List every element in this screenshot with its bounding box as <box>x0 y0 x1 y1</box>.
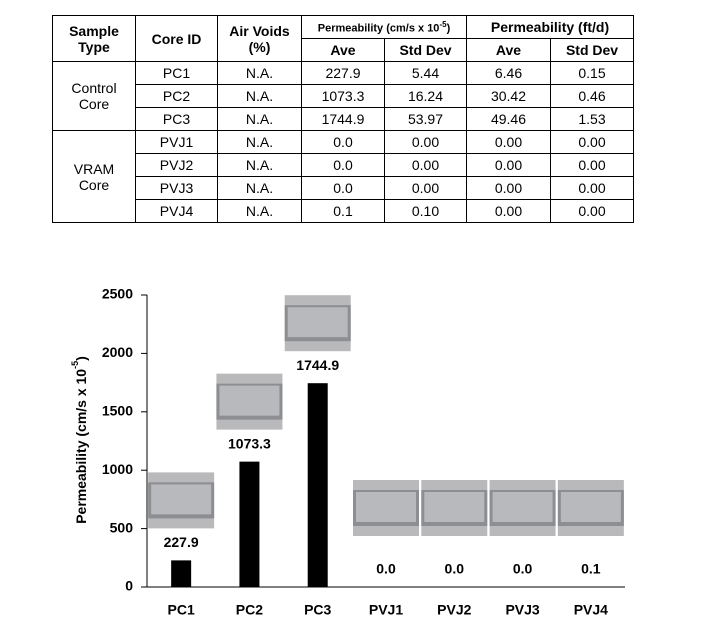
y-tick-label: 500 <box>110 519 134 535</box>
table-cell: PC1 <box>135 61 218 85</box>
header-sup: -5 <box>439 19 447 29</box>
sample-photo-texture <box>560 492 621 522</box>
data-label: 0.0 <box>376 561 396 577</box>
table-cell: 16.24 <box>384 84 467 108</box>
y-label-sup: -5 <box>70 361 80 369</box>
table-row: Control Core PC1 N.A. 227.9 5.44 6.46 0.15 <box>52 61 634 131</box>
header-cell: Sample Type <box>52 15 136 62</box>
y-tick-label: 2000 <box>102 344 133 360</box>
header-cell: Air Voids (%) <box>217 15 302 62</box>
data-table: Sample Type Core ID Air Voids (%) Permea… <box>52 15 634 223</box>
sample-photo-texture <box>287 307 348 338</box>
y-tick-label: 1000 <box>102 461 133 477</box>
data-label: 1744.9 <box>296 357 339 373</box>
data-label: 1073.3 <box>228 435 271 451</box>
y-label-text: ) <box>73 356 89 361</box>
y-tick-label: 1500 <box>102 403 133 419</box>
y-axis-label: Permeability (cm/s x 10-5) <box>70 356 88 524</box>
header-row: Sample Type Core ID Air Voids (%) Permea… <box>52 15 634 62</box>
table-cell: 0.00 <box>550 130 634 154</box>
x-tick-label: PVJ1 <box>369 602 403 618</box>
table-cell: 0.00 <box>384 130 467 154</box>
bar <box>171 560 192 587</box>
table-body: Sample Type Core ID Air Voids (%) Permea… <box>52 15 634 223</box>
table-cell: 0.00 <box>550 153 634 177</box>
table-cell: PC2 <box>135 84 218 108</box>
table-row: PC3 N.A. 1744.9 53.97 49.46 1.53 <box>53 107 634 131</box>
x-tick-label: PVJ2 <box>437 602 471 618</box>
table-cell: N.A. <box>217 130 302 154</box>
x-tick-label: PC2 <box>236 602 263 618</box>
table-cell: 227.9 <box>301 61 385 85</box>
x-tick-label: PVJ4 <box>574 602 608 618</box>
y-tick-label: 2500 <box>102 286 133 302</box>
table-cell: 0.0 <box>301 176 385 200</box>
table-row: VRAM Core PVJ1 N.A. 0.0 0.00 0.00 0.00 <box>52 130 634 223</box>
table-cell: N.A. <box>217 153 302 177</box>
table-cell: 0.0 <box>301 153 385 177</box>
group-cell: Control Core <box>52 61 136 131</box>
x-tick-label: PC1 <box>168 602 195 618</box>
table-cell: 0.00 <box>550 199 634 223</box>
table-cell: N.A. <box>217 107 302 131</box>
header-text: ) <box>446 22 451 35</box>
table-cell: 0.00 <box>466 199 551 223</box>
table-cell: 0.1 <box>301 199 385 223</box>
data-label: 0.1 <box>581 561 601 577</box>
x-tick-label: PVJ3 <box>505 602 539 618</box>
table-row: PVJ4 N.A. 0.1 0.10 0.00 0.00 <box>53 199 634 223</box>
sample-photo-texture <box>151 484 212 515</box>
header-cell: Permeability (cm/s x 10-5) <box>301 15 467 39</box>
table-cell: 0.10 <box>384 199 467 223</box>
bar <box>239 461 260 587</box>
table-cell: 0.00 <box>466 176 551 200</box>
sample-photo-texture <box>219 385 280 416</box>
sample-photo-texture <box>424 492 485 522</box>
table-cell: 1073.3 <box>301 84 385 108</box>
table-cell: 0.00 <box>384 153 467 177</box>
y-label-text: Permeability (cm/s x 10 <box>73 369 89 524</box>
table-row: PVJ3 N.A. 0.0 0.00 0.00 0.00 <box>53 176 634 200</box>
table-cell: 0.0 <box>301 130 385 154</box>
x-tick-label: PC3 <box>304 602 331 618</box>
table-cell: 1744.9 <box>301 107 385 131</box>
table-cell: N.A. <box>217 199 302 223</box>
header-cell: Core ID <box>135 15 218 62</box>
data-label: 0.0 <box>513 561 533 577</box>
data-label: 0.0 <box>445 561 465 577</box>
y-tick-label: 0 <box>125 578 133 594</box>
header-cell: Std Dev <box>550 38 634 62</box>
data-label: 227.9 <box>164 534 199 550</box>
sample-photo-texture <box>492 492 553 522</box>
table-cell: 0.15 <box>550 61 634 85</box>
bar <box>307 383 328 587</box>
sample-photo-texture <box>356 492 416 522</box>
header-text: Permeability (cm/s x 10 <box>317 22 440 35</box>
